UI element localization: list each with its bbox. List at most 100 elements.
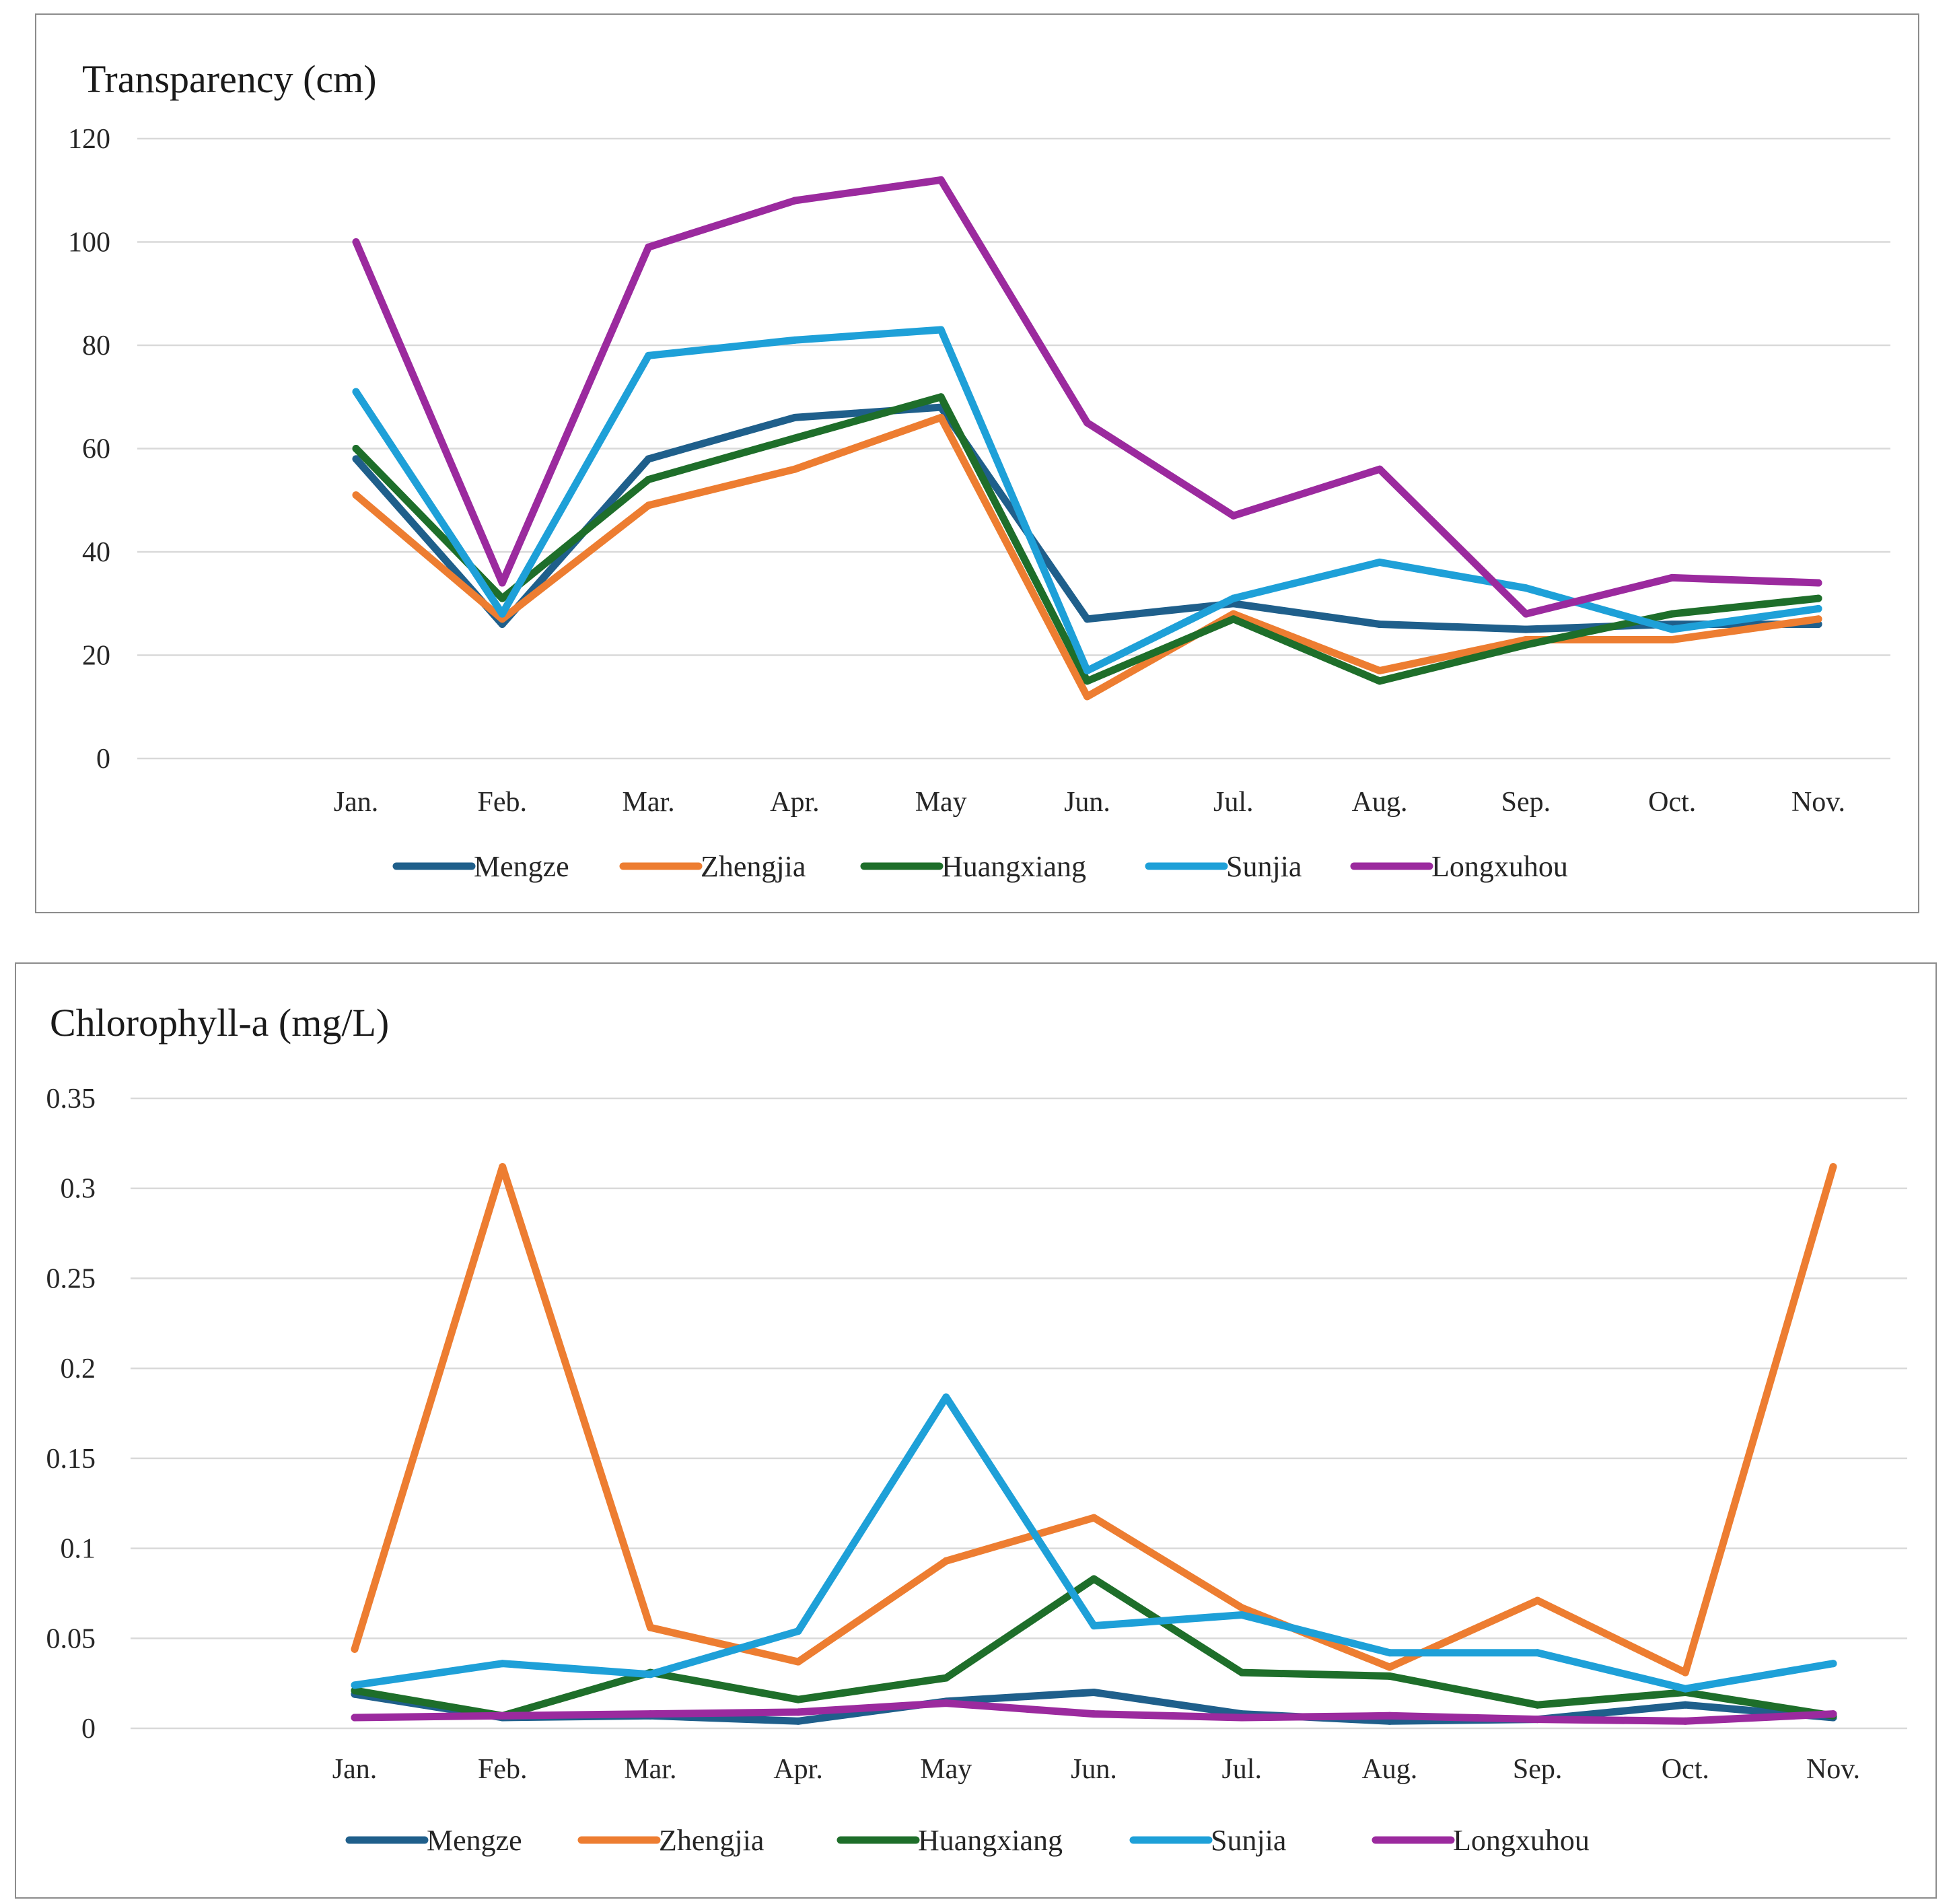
x-tick-label: Jan. xyxy=(334,787,379,818)
data-point-huangxiang xyxy=(645,476,653,484)
data-point-sunjia xyxy=(1534,1649,1542,1657)
y-tick-label: 0.15 xyxy=(46,1444,96,1475)
data-point-mengze xyxy=(1090,1689,1098,1697)
data-point-sunjia xyxy=(1814,604,1822,612)
data-point-longxuhou xyxy=(352,238,360,246)
legend-label-longxuhou: Longxuhou xyxy=(1431,850,1568,883)
data-point-huangxiang xyxy=(1386,1672,1394,1680)
y-tick-label: 0 xyxy=(81,1714,96,1744)
chlorophyll-chart: Chlorophyll-a (mg/L) 0 0.05 0.1 0.15 0.2 0.25 0… xyxy=(46,1001,1907,1857)
x-tick-label: Jun. xyxy=(1064,787,1110,818)
data-point-longxuhou xyxy=(1238,1714,1246,1722)
data-point-sunjia xyxy=(645,351,653,359)
data-point-zhengjia xyxy=(1668,635,1676,643)
data-point-longxuhou xyxy=(1829,1710,1837,1718)
legend: Mengze Zhengjia Huangxiang Sunjia Longxuhou xyxy=(392,850,1568,883)
y-tick-label: 100 xyxy=(68,227,110,258)
data-point-sunjia xyxy=(498,610,506,618)
legend-label-zhengjia: Zhengjia xyxy=(659,1824,764,1857)
y-tick-label: 40 xyxy=(82,537,110,568)
data-point-sunjia xyxy=(499,1660,507,1668)
y-tick-label: 0.05 xyxy=(46,1623,96,1654)
data-point-zhengjia xyxy=(645,501,653,509)
data-point-sunjia xyxy=(791,336,799,344)
data-point-sunjia xyxy=(937,326,945,334)
series-huangxiang xyxy=(352,393,1822,685)
x-tick-label: Jan. xyxy=(332,1754,378,1785)
data-point-sunjia xyxy=(794,1627,802,1635)
legend-label-huangxiang: Huangxiang xyxy=(941,850,1086,883)
data-point-huangxiang xyxy=(1083,677,1091,685)
data-point-longxuhou xyxy=(1090,1710,1098,1718)
transparency-chart-panel: Transparency (cm) 0 20 40 60 80 100 120 Jan. Feb.… xyxy=(35,13,1919,913)
data-point-sunjia xyxy=(1681,1685,1689,1693)
data-point-sunjia xyxy=(1090,1622,1098,1630)
data-point-mengze xyxy=(1522,625,1530,633)
data-point-longxuhou xyxy=(645,243,653,251)
x-tick-label: Mar. xyxy=(624,1754,676,1785)
x-tick-label: Nov. xyxy=(1791,787,1845,818)
data-point-zhengjia xyxy=(937,413,945,421)
data-point-huangxiang xyxy=(791,434,799,442)
y-tick-label: 120 xyxy=(68,124,110,155)
data-point-sunjia xyxy=(942,1393,950,1401)
data-point-huangxiang xyxy=(1668,610,1676,618)
data-point-sunjia xyxy=(1522,584,1530,592)
data-point-longxuhou xyxy=(791,197,799,205)
x-tick-label: Apr. xyxy=(773,1754,823,1785)
data-point-sunjia xyxy=(1376,558,1384,566)
x-tick-label: Aug. xyxy=(1361,1754,1417,1785)
series-line-sunjia xyxy=(351,1393,1837,1693)
data-point-zhengjia xyxy=(498,615,506,623)
data-point-zhengjia xyxy=(1090,1514,1098,1522)
legend-label-mengze: Mengze xyxy=(427,1824,522,1857)
legend-label-longxuhou: Longxuhou xyxy=(1453,1824,1590,1857)
chart-title: Chlorophyll-a (mg/L) xyxy=(50,1001,389,1045)
data-point-longxuhou xyxy=(1386,1712,1394,1720)
data-point-mengze xyxy=(794,1717,802,1725)
data-point-zhengjia xyxy=(1829,1163,1837,1171)
y-tick-label: 20 xyxy=(82,641,110,672)
transparency-chart: Transparency (cm) 0 20 40 60 80 100 120 Jan. Feb.… xyxy=(68,57,1890,883)
y-tick-label: 0.1 xyxy=(61,1534,96,1565)
legend-label-sunjia: Sunjia xyxy=(1211,1824,1286,1857)
data-point-huangxiang xyxy=(1376,677,1384,685)
data-point-longxuhou xyxy=(937,176,945,184)
data-point-zhengjia xyxy=(1083,693,1091,701)
data-point-longxuhou xyxy=(498,579,506,587)
data-point-mengze xyxy=(791,413,799,421)
data-point-zhengjia xyxy=(1230,610,1238,618)
data-point-longxuhou xyxy=(794,1708,802,1716)
data-point-longxuhou xyxy=(1681,1717,1689,1725)
data-point-huangxiang xyxy=(942,1674,950,1682)
chlorophyll-chart-panel: Chlorophyll-a (mg/L) 0 0.05 0.1 0.15 0.2 0.25 0… xyxy=(15,962,1937,1899)
y-tick-label: 0.2 xyxy=(61,1353,96,1384)
data-point-huangxiang xyxy=(1522,641,1530,649)
data-point-zhengjia xyxy=(1376,667,1384,675)
x-tick-label: Nov. xyxy=(1806,1754,1860,1785)
data-point-sunjia xyxy=(1083,667,1091,675)
x-tick-label: Oct. xyxy=(1662,1754,1709,1785)
data-point-sunjia xyxy=(1386,1649,1394,1657)
data-point-huangxiang xyxy=(1090,1575,1098,1583)
data-point-sunjia xyxy=(646,1670,654,1679)
x-tick-label: Mar. xyxy=(623,787,675,818)
x-tick-label: Feb. xyxy=(478,1754,528,1785)
data-point-sunjia xyxy=(1668,625,1676,633)
y-tick-label: 80 xyxy=(82,330,110,361)
data-point-zhengjia xyxy=(352,491,360,499)
x-tick-label: Jul. xyxy=(1221,1754,1262,1785)
data-point-zhengjia xyxy=(794,1658,802,1666)
data-point-longxuhou xyxy=(1376,465,1384,473)
series-longxuhou xyxy=(351,1699,1837,1725)
data-point-zhengjia xyxy=(1814,615,1822,623)
data-point-longxuhou xyxy=(499,1712,507,1720)
data-point-zhengjia xyxy=(791,465,799,473)
data-point-huangxiang xyxy=(351,1687,359,1695)
data-point-longxuhou xyxy=(1083,419,1091,427)
data-point-zhengjia xyxy=(1534,1596,1542,1605)
y-tick-label: 0.25 xyxy=(46,1263,96,1294)
data-point-longxuhou xyxy=(942,1699,950,1707)
data-point-mengze xyxy=(352,455,360,463)
data-point-sunjia xyxy=(1238,1611,1246,1619)
